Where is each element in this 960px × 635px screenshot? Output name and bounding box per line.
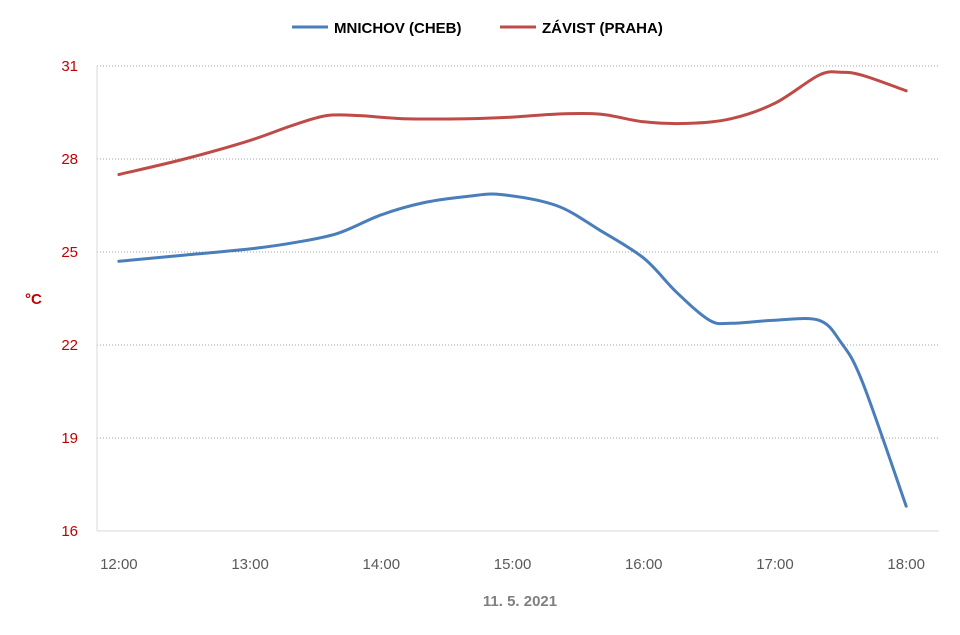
series-lines	[117, 70, 908, 508]
legend: MNICHOV (CHEB) ZÁVIST (PRAHA)	[292, 20, 663, 37]
y-tick-label: 16	[61, 523, 78, 540]
x-tick-labels: 12:00 13:00 14:00 15:00 16:00 17:00 18:00	[100, 556, 925, 573]
y-tick-labels: 16 19 22 25 28 31	[61, 58, 78, 540]
y-tick-label: 28	[61, 151, 78, 168]
x-tick-label: 15:00	[494, 556, 532, 573]
x-tick-label: 12:00	[100, 556, 138, 573]
axes	[96, 66, 939, 532]
y-tick-label: 22	[61, 337, 78, 354]
y-tick-label: 31	[61, 58, 78, 75]
y-tick-label: 19	[61, 430, 78, 447]
x-axis-label: 11. 5. 2021	[483, 593, 557, 610]
gridlines	[97, 65, 939, 439]
series-line-2	[117, 70, 908, 176]
legend-label: MNICHOV (CHEB)	[334, 20, 462, 37]
x-tick-label: 17:00	[756, 556, 794, 573]
x-tick-label: 16:00	[625, 556, 663, 573]
x-tick-label: 14:00	[363, 556, 401, 573]
x-tick-label: 18:00	[887, 556, 925, 573]
y-axis-label: °C	[25, 291, 42, 308]
y-tick-label: 25	[61, 244, 78, 261]
series-line-1	[117, 192, 908, 508]
legend-label: ZÁVIST (PRAHA)	[542, 20, 663, 37]
x-tick-label: 13:00	[231, 556, 269, 573]
